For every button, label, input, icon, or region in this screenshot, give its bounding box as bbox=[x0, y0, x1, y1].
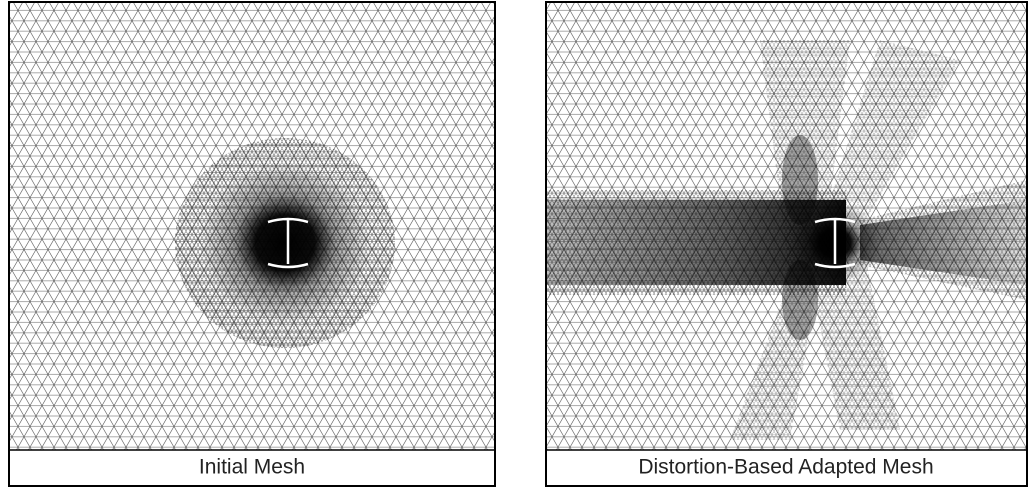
caption: Initial Mesh bbox=[199, 456, 305, 479]
caption: Distortion-Based Adapted Mesh bbox=[638, 456, 933, 479]
adapted-mesh-image bbox=[546, 2, 1027, 450]
figure: Initial Mesh Distortion-Based Adapted Me… bbox=[0, 0, 1028, 488]
initial-mesh-image bbox=[9, 2, 495, 450]
